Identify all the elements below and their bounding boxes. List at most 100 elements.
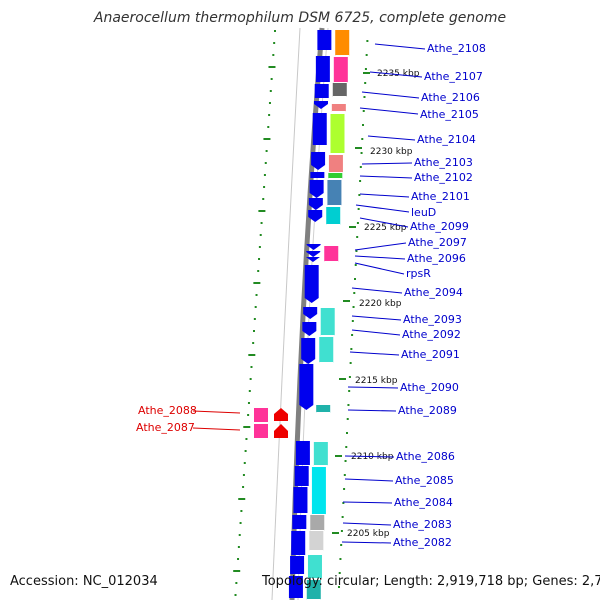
gene-label[interactable]: Athe_2101 bbox=[411, 190, 470, 203]
guide-dot bbox=[240, 510, 243, 512]
gene-label[interactable]: Athe_2084 bbox=[394, 496, 453, 509]
cog-divider bbox=[333, 82, 348, 83]
gene-divider bbox=[254, 422, 268, 424]
gene-label[interactable]: Athe_2096 bbox=[407, 252, 466, 265]
gene-label[interactable]: rpsR bbox=[406, 267, 431, 280]
gene-label[interactable]: Athe_2090 bbox=[400, 381, 459, 394]
accession-text: Accession: NC_012034 bbox=[10, 574, 158, 589]
gene-label[interactable]: Athe_2091 bbox=[401, 348, 460, 361]
gene-arrow bbox=[313, 101, 328, 109]
guide-dot bbox=[273, 42, 276, 44]
cog-divider bbox=[316, 412, 331, 413]
guide-dot bbox=[259, 234, 262, 236]
gene-label[interactable]: Athe_2107 bbox=[424, 70, 483, 83]
gene-arrow bbox=[317, 30, 332, 50]
guide-dot bbox=[248, 390, 251, 392]
gene-label[interactable]: Athe_2086 bbox=[396, 450, 455, 463]
gene-label[interactable]: Athe_2102 bbox=[414, 171, 473, 184]
gene-label[interactable]: Athe_2093 bbox=[403, 313, 462, 326]
cog-divider bbox=[331, 111, 346, 112]
gene-label[interactable]: Athe_2094 bbox=[404, 286, 463, 299]
guide-dot bbox=[260, 222, 263, 224]
guide-dot bbox=[257, 270, 260, 272]
leader-line bbox=[347, 409, 397, 412]
guide-dot bbox=[253, 330, 255, 332]
guide-dot bbox=[364, 68, 367, 70]
leader-line bbox=[367, 135, 416, 141]
kbp-label: 2235 kbp bbox=[377, 69, 420, 79]
cog-block bbox=[311, 467, 326, 515]
guide-dot bbox=[253, 282, 261, 284]
kbp-label: 2220 kbp bbox=[359, 299, 402, 309]
leader-line bbox=[341, 541, 392, 544]
guide-dot bbox=[234, 594, 237, 596]
gene-label[interactable]: Athe_2099 bbox=[410, 220, 469, 233]
gene-label[interactable]: Athe_2108 bbox=[427, 42, 486, 55]
gene-label-reverse[interactable]: Athe_2087 bbox=[136, 421, 195, 434]
guide-dot bbox=[339, 558, 342, 560]
gene-label[interactable]: Athe_2097 bbox=[408, 236, 467, 249]
gene-arrow bbox=[299, 364, 314, 410]
cog-divider bbox=[310, 530, 325, 531]
gene-label[interactable]: Athe_2092 bbox=[402, 328, 461, 341]
guide-dot bbox=[242, 486, 245, 488]
forward-strand-genes bbox=[288, 30, 332, 598]
gene-label[interactable]: Athe_2103 bbox=[414, 156, 473, 169]
gene-arrow-Athe_2088[interactable] bbox=[274, 408, 288, 421]
gene-label-reverse[interactable]: Athe_2088 bbox=[138, 404, 197, 417]
map-title: Anaerocellum thermophilum DSM 6725, comp… bbox=[93, 10, 507, 26]
gene-arrow bbox=[294, 466, 309, 486]
gene-label[interactable]: Athe_2089 bbox=[398, 404, 457, 417]
cog-block bbox=[319, 337, 334, 363]
gene-label[interactable]: Athe_2082 bbox=[393, 536, 452, 549]
gene-label[interactable]: Athe_2083 bbox=[393, 518, 452, 531]
cog-category-blocks bbox=[306, 30, 350, 600]
guide-dot bbox=[274, 30, 276, 32]
cog-divider bbox=[324, 261, 339, 262]
guide-dot bbox=[338, 572, 341, 574]
cog-block bbox=[328, 173, 343, 179]
cog-divider bbox=[311, 514, 326, 515]
cog-divider bbox=[326, 224, 341, 225]
guide-dot bbox=[237, 546, 240, 548]
guide-dot bbox=[348, 376, 351, 378]
kbp-label: 2215 kbp bbox=[355, 376, 398, 386]
guide-dot bbox=[358, 194, 361, 196]
guide-dot bbox=[268, 102, 271, 104]
gene-label[interactable]: leuD bbox=[411, 206, 436, 219]
guide-dot bbox=[253, 318, 256, 320]
guide-dot bbox=[360, 152, 363, 154]
leader-line bbox=[359, 217, 409, 228]
leader-line bbox=[361, 162, 413, 165]
kbp-label: 2205 kbp bbox=[347, 529, 390, 539]
guide-dot bbox=[250, 366, 253, 368]
inner-guide-line bbox=[271, 27, 301, 600]
guide-dot bbox=[341, 516, 344, 518]
gene-arrow bbox=[311, 152, 326, 170]
guide-dot bbox=[247, 414, 250, 416]
leader-line bbox=[359, 193, 410, 198]
leader-line bbox=[342, 522, 392, 526]
cog-divider bbox=[320, 335, 335, 336]
cog-divider bbox=[332, 96, 347, 97]
gene-arrow bbox=[303, 307, 318, 319]
guide-dot bbox=[243, 426, 251, 428]
gene-arrow bbox=[295, 441, 310, 465]
leader-line bbox=[347, 386, 399, 389]
gene-labels: Athe_2108 Athe_2107 Athe_2106 Athe_2105 … bbox=[136, 42, 486, 549]
cog-divider bbox=[328, 178, 343, 179]
gene-label[interactable]: Athe_2105 bbox=[420, 108, 479, 121]
guide-dot bbox=[359, 166, 362, 168]
cog-block bbox=[313, 442, 328, 466]
guide-dot bbox=[254, 306, 257, 308]
guide-dot bbox=[265, 150, 268, 152]
guide-dot bbox=[345, 432, 348, 434]
gene-arrow bbox=[302, 322, 317, 336]
gene-label[interactable]: Athe_2085 bbox=[395, 474, 454, 487]
reverse-strand-genes bbox=[254, 408, 288, 438]
gene-label[interactable]: Athe_2104 bbox=[417, 133, 476, 146]
gene-arrow bbox=[293, 487, 308, 513]
gene-label[interactable]: Athe_2106 bbox=[421, 91, 480, 104]
gene-arrow-Athe_2087[interactable] bbox=[274, 424, 288, 438]
